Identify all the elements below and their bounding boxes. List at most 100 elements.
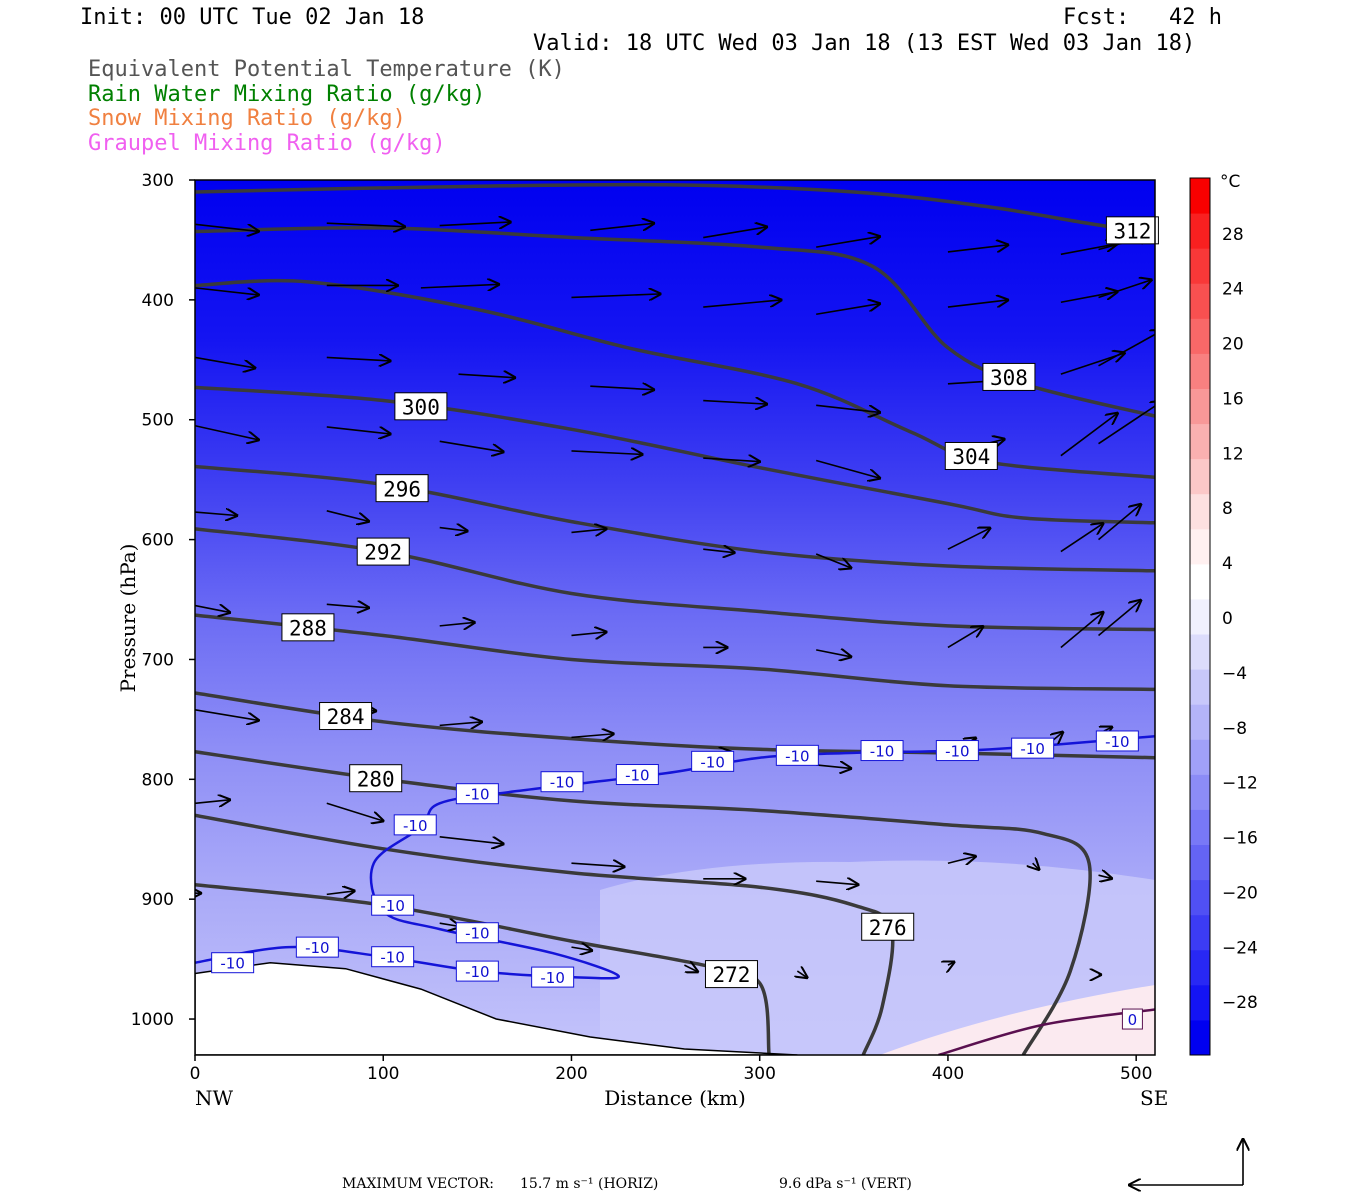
y-axis-title: Pressure (hPa) — [116, 544, 140, 693]
colorbar-swatch — [1190, 984, 1210, 1021]
wind-vector — [947, 245, 1009, 253]
wind-vector — [1060, 244, 1119, 256]
minus10-label-16-box — [1095, 730, 1139, 752]
minus10-label-0-text: -10 — [220, 955, 245, 973]
wind-vector — [1098, 599, 1142, 637]
minus10-label-13-text: -10 — [870, 743, 895, 761]
x-axis-left-label: NW — [195, 1086, 234, 1110]
minus10-label-10: -10 — [615, 764, 659, 786]
minus10-label-11: -10 — [691, 750, 735, 772]
wind-vector — [195, 800, 231, 804]
colorbar-swatch — [1190, 458, 1210, 495]
wind-vector — [439, 836, 505, 844]
theta-e-label-272-box — [704, 960, 758, 989]
wind-vector — [439, 722, 483, 726]
x-tick-label: 0 — [190, 1064, 201, 1084]
colorbar-swatch — [1190, 704, 1210, 740]
minus10-label-12-box — [775, 744, 819, 766]
x-axis-right-label: SE — [1140, 1086, 1168, 1110]
colorbar-tick-label: −16 — [1222, 829, 1258, 849]
minus10-label-1-box — [295, 936, 339, 958]
minus10-label-7-box — [393, 814, 437, 836]
zero-label: 0 — [1121, 1008, 1143, 1030]
colorbar-tick-label: −8 — [1222, 719, 1247, 739]
init-time: Init: 00 UTC Tue 02 Jan 18 — [80, 5, 425, 30]
colorbar-tick-label: 16 — [1222, 389, 1244, 409]
wind-vector — [703, 401, 768, 405]
wind-vector — [326, 357, 392, 361]
colorbar-swatch — [1190, 669, 1210, 705]
x-tick-label: 200 — [555, 1064, 587, 1084]
legend-rain: Rain Water Mixing Ratio (g/kg) — [88, 82, 486, 107]
theta-e-contour-312 — [195, 182, 1155, 236]
colorbar-tick-label: 12 — [1222, 444, 1244, 464]
minus10-label-16: -10 — [1095, 730, 1139, 752]
minus10-label-4: -10 — [455, 922, 499, 944]
colorbar-tick-label: 24 — [1222, 280, 1244, 300]
colorbar-tick-label: −12 — [1222, 774, 1258, 794]
wind-vector — [439, 622, 476, 626]
x-tick-label: 300 — [743, 1064, 775, 1084]
wind-vector — [1033, 863, 1040, 870]
minus10-label-6-text: -10 — [380, 897, 405, 915]
wind-vector — [195, 287, 260, 295]
theta-e-label-304: 304 — [944, 441, 998, 470]
wind-vector — [195, 424, 260, 440]
minus10-label-15: -10 — [1011, 737, 1055, 759]
minus10-label-3-text: -10 — [465, 963, 490, 981]
minus10-label-2: -10 — [371, 946, 415, 968]
minus10-label-15-text: -10 — [1020, 740, 1045, 758]
colorbar-swatch — [1190, 598, 1210, 635]
theta-e-label-280-text: 280 — [357, 767, 395, 791]
zero-label-text: 0 — [1128, 1011, 1138, 1029]
colorbar-swatch — [1190, 528, 1210, 565]
minus10-label-4-text: -10 — [465, 925, 490, 943]
minus10-label-16-text: -10 — [1105, 733, 1130, 751]
wind-vector — [326, 223, 406, 227]
colorbar-swatch — [1190, 774, 1210, 810]
max-vector-vert: 9.6 dPa s⁻¹ (VERT) — [779, 1176, 912, 1192]
wind-vector — [1098, 279, 1153, 299]
minus10-label-5-box — [531, 966, 575, 988]
x-tick-label: 100 — [367, 1064, 399, 1084]
minus10-label-11-box — [691, 750, 735, 772]
theta-e-label-292: 292 — [356, 537, 410, 566]
minus10-label-10-text: -10 — [625, 767, 650, 785]
wind-vector — [571, 863, 625, 867]
minus10-label-0: -10 — [211, 952, 255, 974]
theta-e-label-284-text: 284 — [327, 705, 365, 729]
wind-vector — [703, 458, 761, 462]
minus10-label-5: -10 — [531, 966, 575, 988]
colorbar-tick-label: −4 — [1222, 664, 1247, 684]
theta-e-contour-296 — [195, 464, 1155, 573]
minus10-label-13: -10 — [860, 740, 904, 762]
minus10-label-1-text: -10 — [305, 939, 330, 957]
colorbar-tick-label: 4 — [1222, 554, 1233, 574]
theta-e-label-296-text: 296 — [383, 477, 421, 501]
minus10-label-12-text: -10 — [785, 747, 810, 765]
minus10-label-3: -10 — [455, 960, 499, 982]
theta-e-label-300-box — [394, 392, 448, 421]
theta-e-label-292-text: 292 — [364, 541, 402, 565]
wind-vector — [420, 284, 500, 288]
theta-e-label-292-box — [356, 537, 410, 566]
wind-vector — [195, 709, 260, 721]
minus10-label-14: -10 — [935, 740, 979, 762]
x-tick-label: 500 — [1120, 1064, 1152, 1084]
colorbar-tick-label: 20 — [1222, 335, 1244, 355]
wind-vector — [439, 528, 469, 532]
theta-e-contour-300 — [195, 385, 1155, 525]
wind-vector — [571, 294, 661, 298]
legend-theta-e: Equivalent Potential Temperature (K) — [88, 57, 565, 82]
forecast-hour: Fcst: 42 h — [1063, 5, 1222, 30]
wind-vector — [571, 529, 607, 533]
y-tick-label: 700 — [142, 650, 174, 670]
minus10-label-12: -10 — [775, 744, 819, 766]
colorbar-tick-label: 8 — [1222, 499, 1233, 519]
wind-vector — [1098, 400, 1155, 445]
wind-vector — [1098, 504, 1142, 541]
wind-vector — [816, 236, 881, 248]
wind-vector — [571, 734, 614, 738]
colorbar-swatch — [1190, 318, 1210, 354]
